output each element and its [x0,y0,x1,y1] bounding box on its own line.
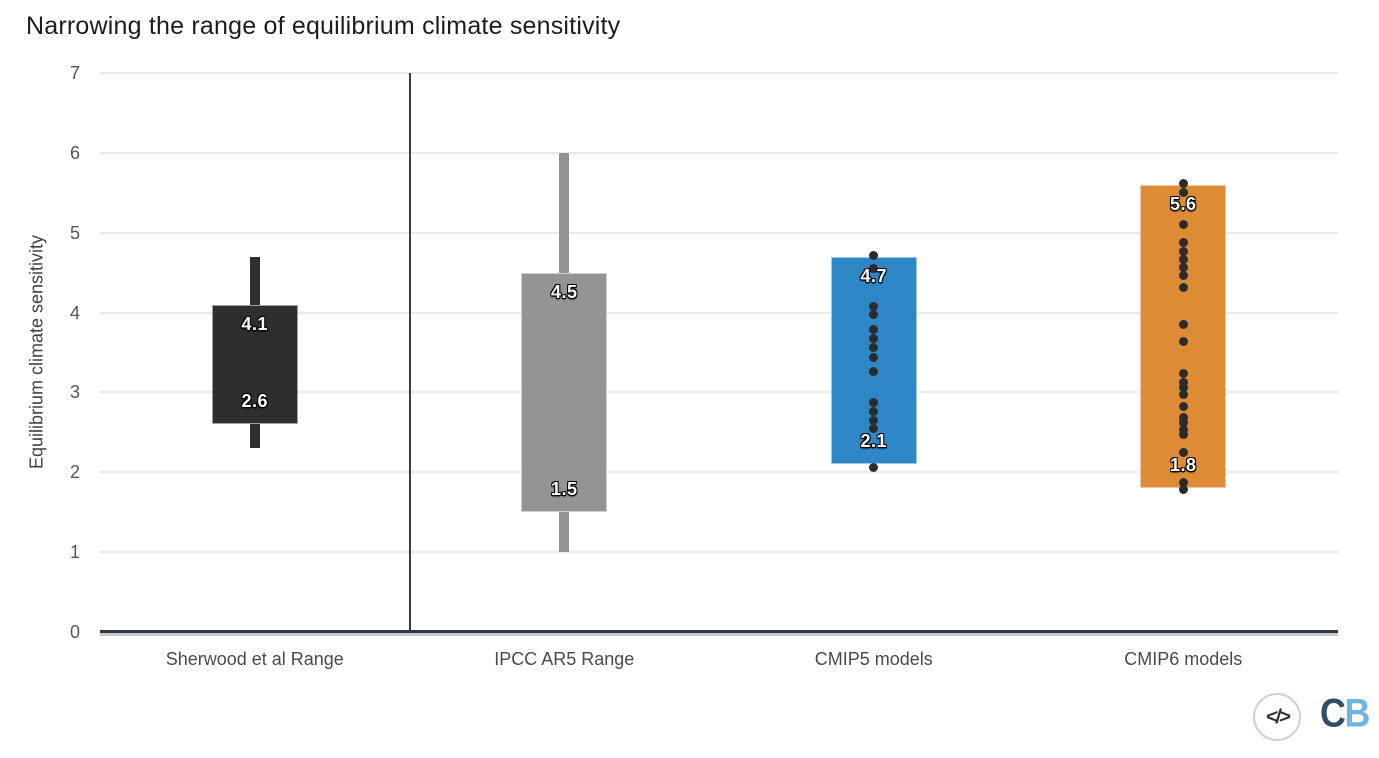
code-logo-icon: </> [1253,693,1301,741]
box-low-label: 2.1 [860,431,888,452]
x-axis-line [100,630,1338,633]
model-dot [1178,178,1188,188]
model-dot [1178,478,1188,488]
model-dot [869,397,879,407]
model-dot [869,301,879,311]
model-dot [869,415,879,425]
model-dot [1178,377,1188,387]
gridline [100,471,1338,474]
box-low-label: 1.5 [550,479,578,500]
range-box [211,304,298,425]
y-tick-label: 6 [69,142,80,163]
x-category-label: Sherwood et al Range [165,649,344,669]
y-tick-label: 5 [69,222,80,243]
model-dot [1178,430,1188,440]
gridline [100,72,1338,74]
model-dot [1178,412,1188,422]
code-glyph: </> [1264,705,1290,728]
model-dot [869,462,879,472]
model-dot [1178,270,1188,280]
model-dot [1178,383,1188,393]
model-dot [1178,418,1188,428]
model-dot [1178,220,1188,230]
box-high-label: 4.7 [860,265,888,286]
model-dot [869,250,879,260]
y-tick-label: 3 [69,382,80,403]
model-dot [869,334,879,344]
model-dot [1178,247,1188,257]
logo-letter-c: C [1320,692,1346,736]
model-dot [1178,425,1188,435]
x-category-label: CMIP6 models [1124,649,1243,669]
model-dot [869,367,879,377]
model-dot [1178,447,1188,457]
model-dot [869,310,879,320]
model-dot [869,407,879,417]
box-low-label: 1.8 [1169,455,1197,476]
model-dot [869,343,879,353]
gridline [100,551,1338,554]
gridline [100,231,1338,234]
y-tick-label: 7 [69,63,80,83]
box-high-label: 4.5 [550,281,578,302]
gridline [100,311,1338,314]
box-high-label: 5.6 [1169,193,1197,214]
model-dot [1178,255,1188,265]
x-category-label: CMIP5 models [814,649,933,669]
x-axis-underline [100,633,1338,636]
y-axis-title: Equilibrium climate sensitivity [26,234,47,470]
model-dot [1178,368,1188,378]
box-high-label: 4.1 [241,313,269,334]
model-dot [869,324,879,334]
gridline [100,391,1338,394]
y-tick-label: 1 [69,542,80,563]
chart-title: Narrowing the range of equilibrium clima… [26,12,621,40]
model-dot [1178,336,1188,346]
carbon-brief-logo: CB [1320,692,1371,737]
model-dot [869,423,879,433]
box-low-label: 2.6 [241,391,269,412]
y-tick-label: 2 [69,462,80,483]
model-dot [1178,237,1188,247]
model-dot [1178,283,1188,293]
model-dot [1178,402,1188,412]
model-dot [1178,390,1188,400]
range-box [521,272,608,513]
model-dot [1178,320,1188,330]
y-tick-label: 4 [69,302,80,323]
y-tick-label: 0 [69,622,80,642]
model-dot [1178,484,1188,494]
model-dot [1178,188,1188,198]
gridline [100,151,1338,154]
x-category-label: IPCC AR5 Range [494,649,635,669]
model-dot [869,352,879,362]
logo-letter-b: B [1344,692,1371,736]
model-dot [1178,262,1188,272]
model-dot [869,264,879,274]
section-divider-line [408,73,411,632]
